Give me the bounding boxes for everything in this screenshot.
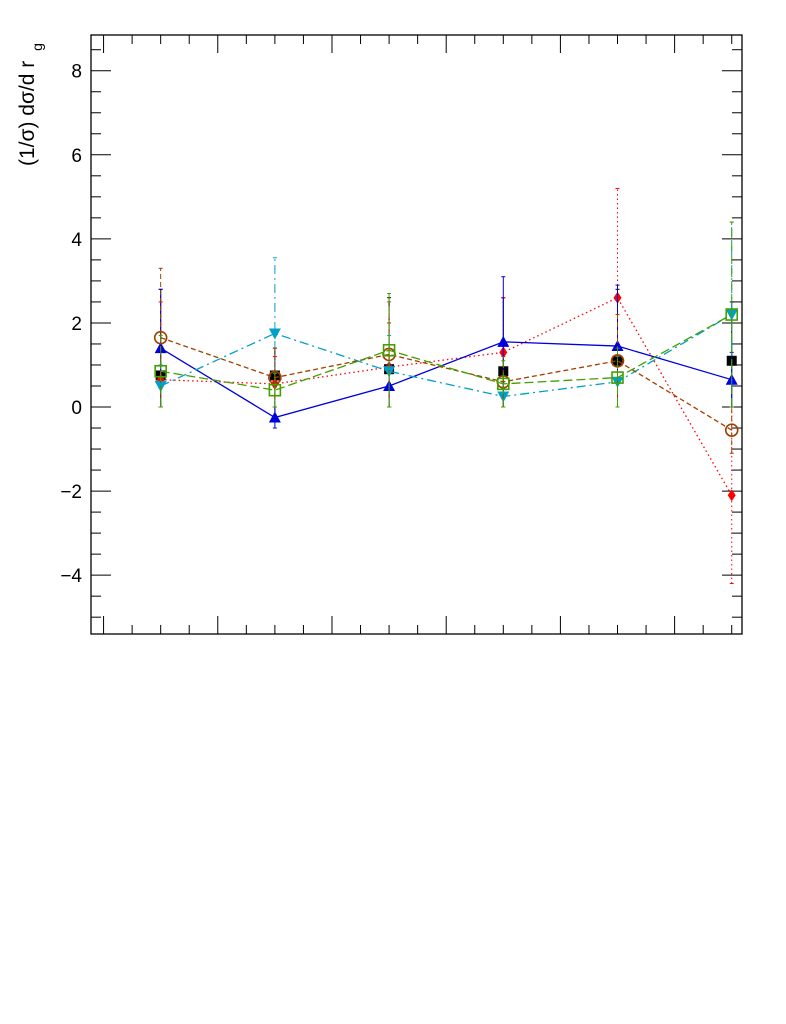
- axes: −4 −2 0 2 4 6 8: [60, 35, 742, 634]
- y-tick-label: 4: [71, 230, 82, 251]
- series-group: [154, 221, 738, 408]
- series-line: [160, 313, 733, 398]
- data-point: [268, 328, 281, 340]
- y-axis-label: (1/σ) dσ/d r g: [16, 43, 45, 166]
- data-point: [611, 340, 624, 352]
- y-axis-label-main: (1/σ) dσ/d r: [16, 61, 39, 166]
- y-tick-label: 8: [71, 62, 82, 83]
- data-point: [268, 370, 282, 385]
- data-point: [724, 423, 739, 437]
- data-point: [497, 335, 510, 347]
- data-point: [727, 489, 736, 502]
- y-tick-label: −4: [60, 566, 82, 587]
- series-group: [153, 267, 739, 454]
- data-point: [154, 364, 167, 378]
- plot-frame: [90, 34, 743, 635]
- series-group: [154, 276, 738, 429]
- data-point: [382, 343, 396, 357]
- data-point: [496, 377, 510, 391]
- series-group: [156, 187, 736, 585]
- series-line: [160, 337, 733, 431]
- data-point: [268, 383, 282, 397]
- series-layer: [153, 187, 739, 585]
- data-point: [725, 308, 739, 321]
- y-tick-label: −2: [60, 482, 82, 503]
- series-group: [154, 221, 739, 408]
- y-tick-label: 0: [71, 398, 82, 419]
- data-point: [268, 411, 281, 423]
- data-point: [153, 330, 168, 345]
- y-axis-label-subscript: g: [29, 43, 45, 51]
- series-line: [160, 313, 733, 391]
- series-group: [155, 288, 737, 416]
- series-line: [160, 296, 733, 496]
- y-tick-label: 6: [71, 146, 82, 167]
- data-point: [611, 371, 624, 384]
- series-line: [160, 341, 732, 419]
- y-tick-label: 2: [71, 314, 82, 335]
